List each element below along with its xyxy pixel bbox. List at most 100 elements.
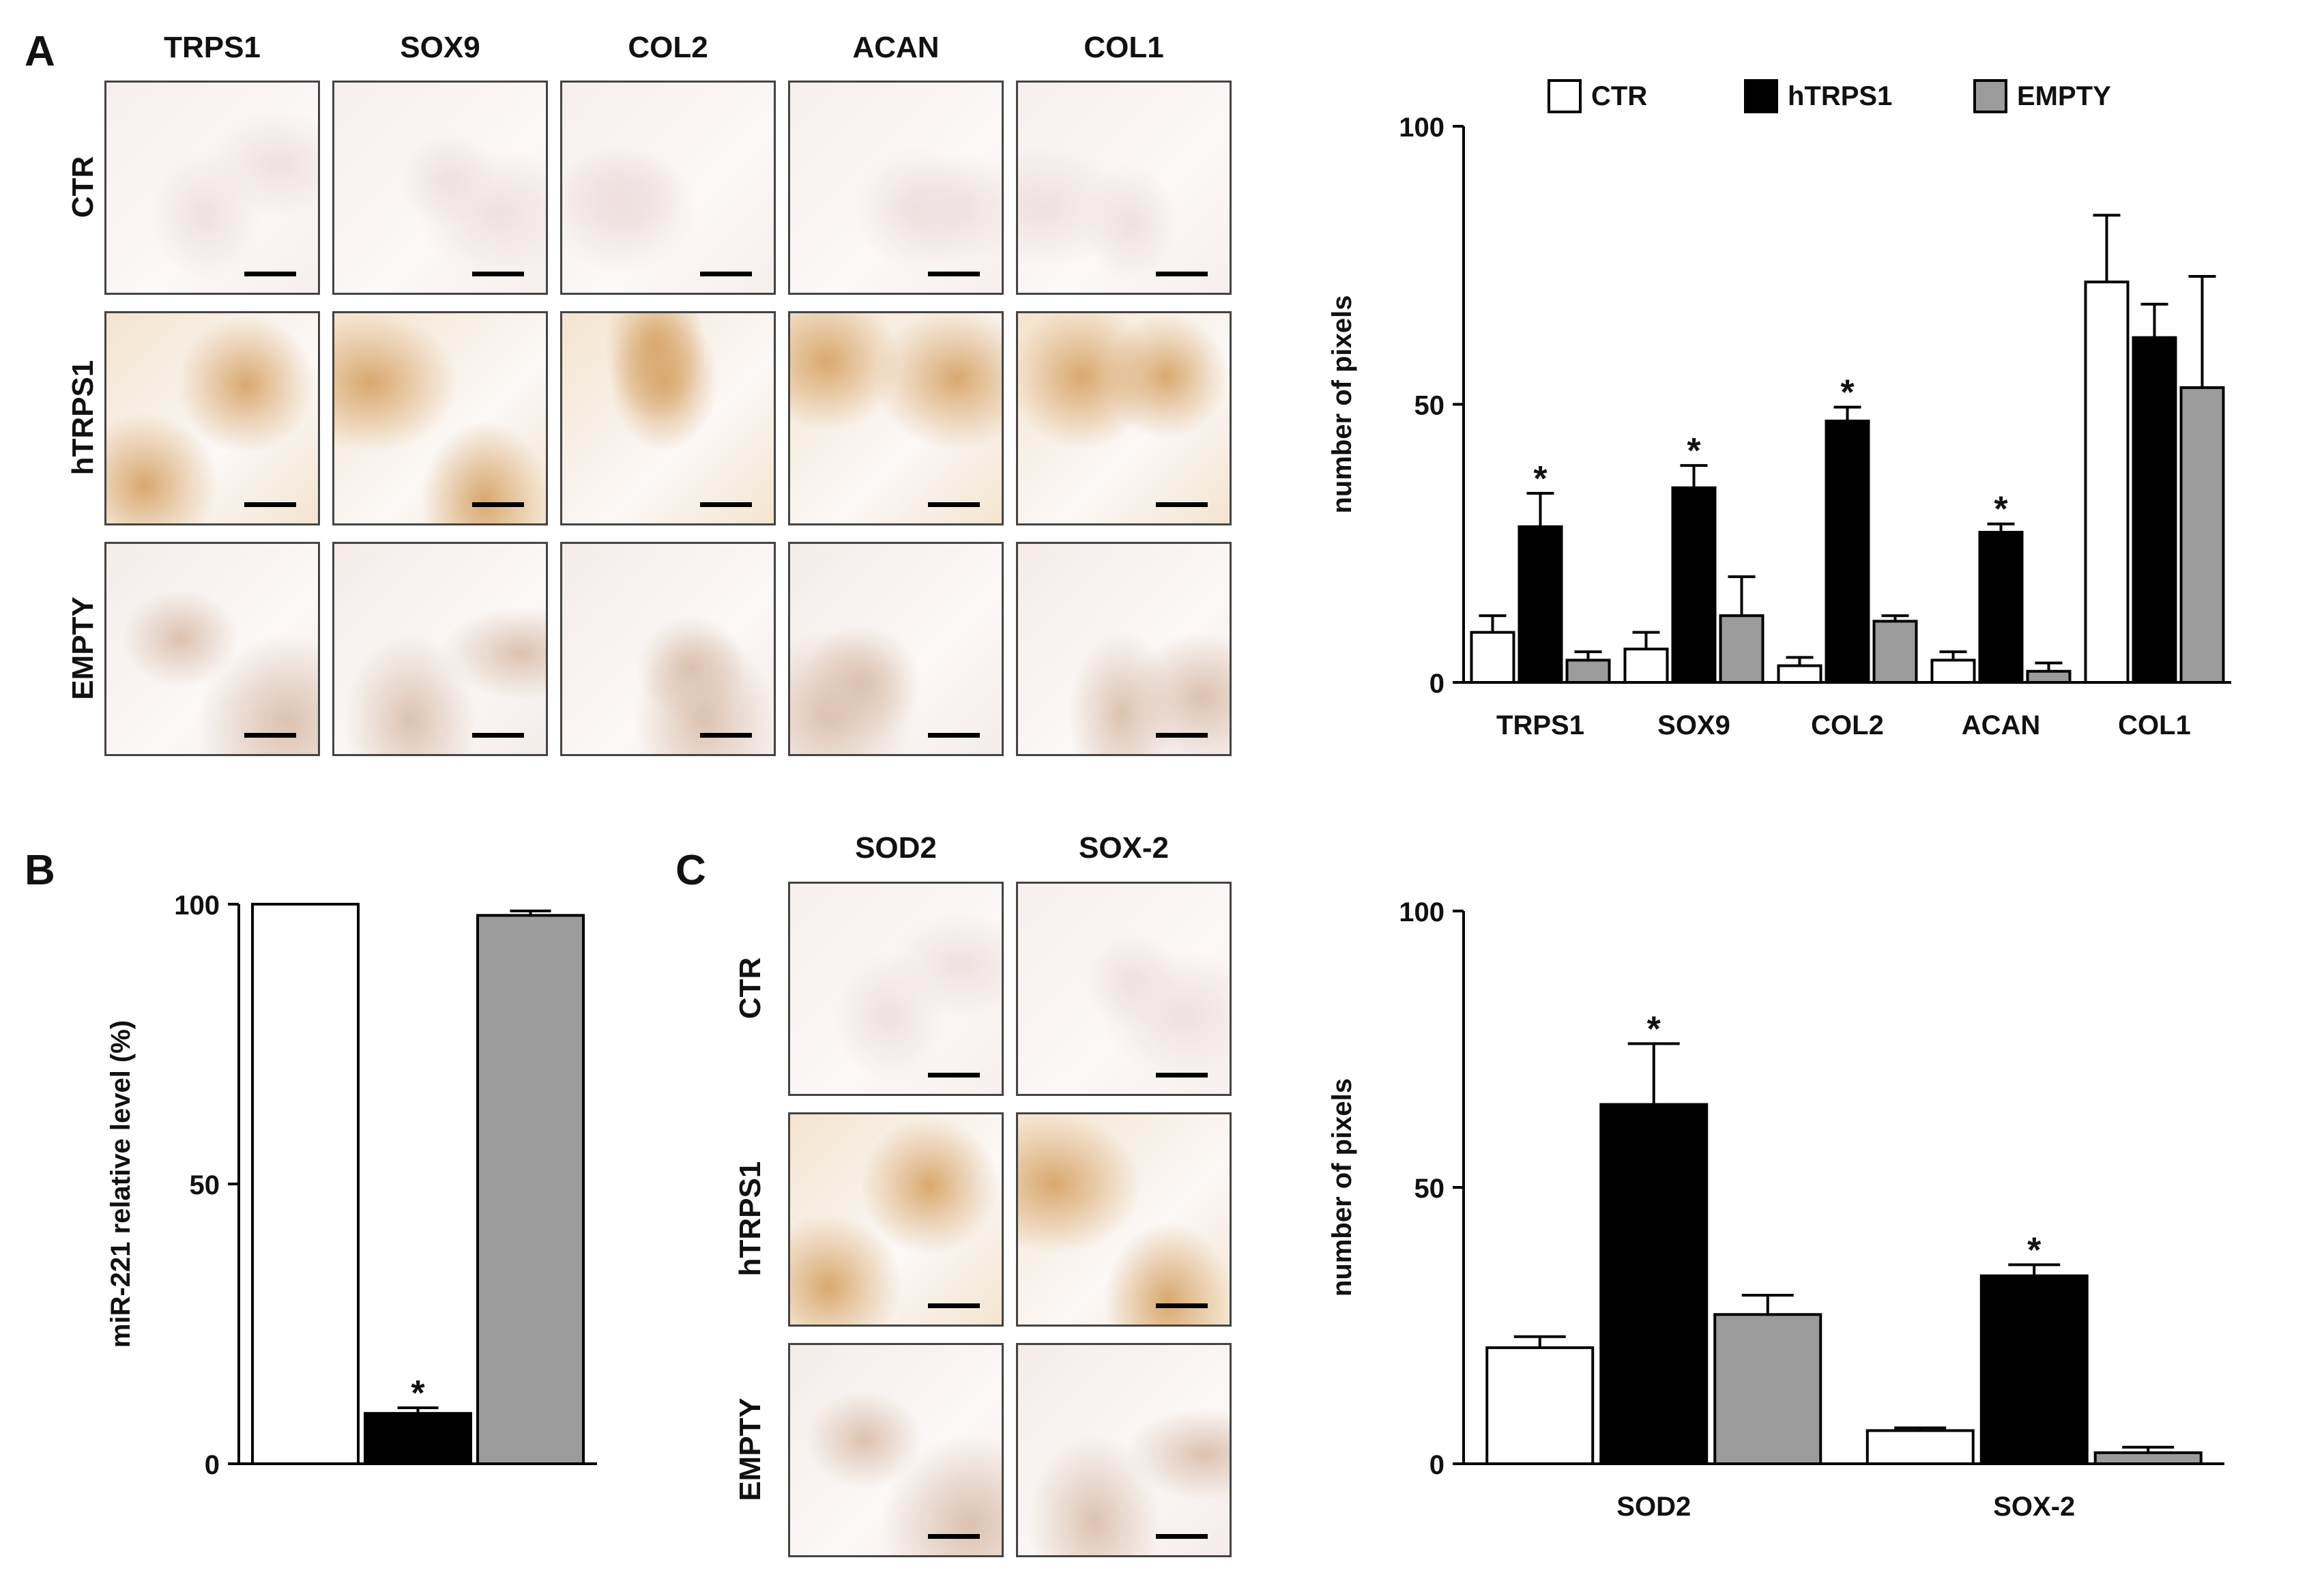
micrograph-a-ctr-trps1 (104, 81, 320, 295)
legend-label-empty: EMPTY (2017, 81, 2111, 111)
scale-bar (1156, 502, 1208, 507)
y-tick-label: 0 (1429, 669, 1444, 699)
micrograph-a-empty-col2 (560, 542, 776, 756)
y-tick-label: 0 (1429, 1450, 1444, 1480)
column-header-a-trps1: TRPS1 (164, 31, 261, 64)
scale-bar (928, 1073, 980, 1078)
bar-sod2-ctr (1485, 1346, 1595, 1466)
bar-sod2-empty (1713, 1313, 1822, 1465)
micrograph-c-ctr-sox-2 (1016, 882, 1232, 1096)
bar-col2-ctr (1777, 664, 1822, 684)
bar-chart-a: 0 50 100 number of pixels * TRPS1 * SOX9 * COL2 * A… (1327, 79, 2231, 740)
micrograph-a-htrps1-col2 (560, 311, 776, 525)
scale-bar (244, 502, 296, 507)
legend-swatch-htrps1 (1744, 79, 1778, 113)
micrograph-a-empty-col1 (1016, 542, 1232, 756)
bar-trps1-ctr (1470, 631, 1515, 684)
bar-chart-b: 0 50 100 miR-221 relative level (%) * (106, 891, 597, 1480)
scale-bar (1156, 272, 1208, 276)
significance-mark: * (1994, 490, 2008, 530)
bar-sox-2-empty (2093, 1451, 2203, 1465)
x-tick-label-acan: ACAN (1962, 710, 2041, 740)
x-tick-label-col1: COL1 (2118, 710, 2191, 740)
bar-acan-empty (2026, 669, 2072, 684)
micrograph-c-ctr-sod2 (788, 882, 1004, 1096)
scale-bar (1156, 1303, 1208, 1308)
micrograph-a-ctr-sox9 (332, 81, 548, 295)
bar-col2-htrps1 (1825, 419, 1870, 684)
legend-swatch-ctr (1548, 79, 1582, 113)
x-tick-label-sox9: SOX9 (1657, 710, 1730, 740)
significance-mark: * (2027, 1230, 2042, 1270)
x-tick-label-col2: COL2 (1811, 710, 1884, 740)
bar-trps1-empty (1565, 659, 1611, 684)
bar-sox9-htrps1 (1671, 486, 1717, 684)
x-tick-label-trps1: TRPS1 (1496, 710, 1584, 740)
x-tick-label-sox-2: SOX-2 (1993, 1492, 2075, 1522)
scale-bar (700, 733, 752, 738)
scale-bar (928, 733, 980, 738)
bar-group-htrps1 (364, 1412, 472, 1466)
bar-col2-empty (1872, 620, 1918, 684)
significance-mark: * (1840, 373, 1855, 413)
significance-mark: * (1647, 1009, 1661, 1049)
bar-group-empty (476, 914, 585, 1465)
bar-col1-ctr (2084, 280, 2130, 684)
bar-sox-2-ctr (1865, 1429, 1975, 1466)
significance-mark: * (1687, 431, 1701, 471)
micrograph-a-empty-acan (788, 542, 1004, 756)
row-header-c-empty: EMPTY (733, 1398, 767, 1501)
row-header-c-ctr: CTR (733, 957, 767, 1020)
column-header-a-sox9: SOX9 (400, 31, 480, 64)
micrograph-c-empty-sox-2 (1016, 1343, 1232, 1557)
y-tick-label: 50 (1414, 1174, 1445, 1204)
bar-group-ctr (251, 903, 360, 1465)
scale-bar (928, 1534, 980, 1539)
scale-bar (244, 272, 296, 276)
y-axis-label: miR-221 relative level (%) (106, 1020, 136, 1348)
scale-bar (700, 502, 752, 507)
row-header-a-ctr: CTR (66, 156, 100, 218)
y-tick-label: 50 (190, 1170, 220, 1200)
y-tick-label: 100 (1399, 113, 1444, 143)
panel-label-a: A (25, 28, 55, 75)
bar-sox9-ctr (1623, 648, 1669, 684)
micrograph-a-ctr-acan (788, 81, 1004, 295)
micrograph-a-htrps1-acan (788, 311, 1004, 525)
row-header-a-htrps1: hTRPS1 (66, 360, 100, 476)
scale-bar (1156, 1073, 1208, 1078)
bar-trps1-htrps1 (1517, 525, 1563, 684)
y-tick-label: 0 (205, 1450, 220, 1480)
micrograph-c-htrps1-sod2 (788, 1112, 1004, 1327)
y-axis-label: number of pixels (1327, 295, 1357, 513)
bar-sox-2-htrps1 (1979, 1274, 2089, 1465)
y-tick-label: 100 (1399, 897, 1444, 927)
bar-col1-empty (2179, 386, 2225, 684)
scale-bar (1156, 1534, 1208, 1539)
scale-bar (472, 272, 524, 276)
column-header-a-acan: ACAN (852, 31, 940, 64)
scale-bar (1156, 733, 1208, 738)
micrograph-a-empty-trps1 (104, 542, 320, 756)
scale-bar (700, 272, 752, 276)
row-header-a-empty: EMPTY (66, 596, 100, 700)
micrograph-a-empty-sox9 (332, 542, 548, 756)
micrograph-a-ctr-col1 (1016, 81, 1232, 295)
row-header-c-htrps1: hTRPS1 (733, 1161, 767, 1277)
micrograph-a-htrps1-col1 (1016, 311, 1232, 525)
bar-chart-c: 0 50 100 number of pixels * SOD2 * SOX-2 (1327, 897, 2224, 1522)
scale-bar (928, 502, 980, 507)
micrograph-a-htrps1-trps1 (104, 311, 320, 525)
micrograph-c-htrps1-sox-2 (1016, 1112, 1232, 1327)
scale-bar (472, 733, 524, 738)
micrograph-a-ctr-col2 (560, 81, 776, 295)
bar-acan-ctr (1930, 659, 1976, 684)
bar-col1-htrps1 (2132, 336, 2177, 684)
column-header-a-col2: COL2 (628, 31, 708, 64)
y-axis-label: number of pixels (1327, 1078, 1357, 1297)
legend-label-htrps1: hTRPS1 (1788, 81, 1892, 111)
scale-bar (928, 1303, 980, 1308)
bar-sox9-empty (1719, 614, 1764, 684)
y-tick-label: 100 (174, 891, 220, 921)
significance-mark: * (1533, 459, 1548, 499)
